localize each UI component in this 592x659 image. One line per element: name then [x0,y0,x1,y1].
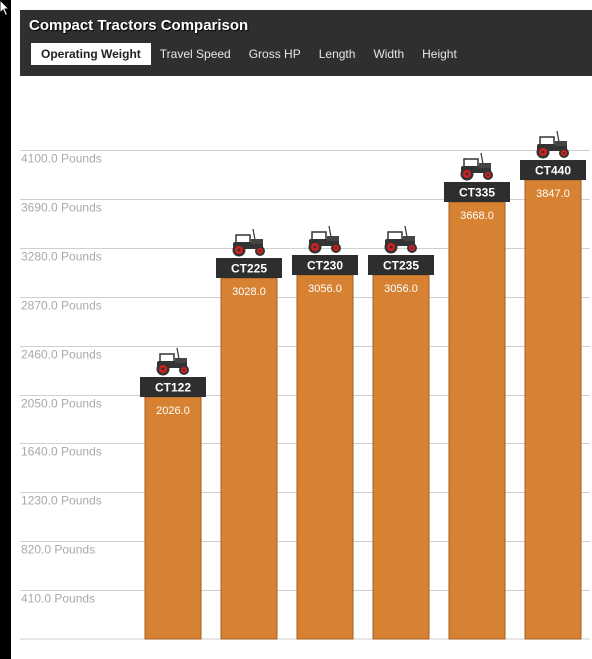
category-label-box [216,258,282,278]
category-label-box [140,377,206,397]
y-tick-label: 3690.0 Pounds [21,201,102,215]
tab-travel-speed[interactable]: Travel Speed [159,47,231,61]
y-tick-label: 2460.0 Pounds [21,348,102,362]
tab-height[interactable]: Height [422,47,457,61]
data-label: 3668.0 [460,210,494,222]
tab-length[interactable]: Length [318,47,356,61]
data-label: 3056.0 [308,283,342,295]
mouse-cursor-icon [0,0,11,16]
y-tick-label: 1640.0 Pounds [21,445,102,459]
bar-group-ct230: CT230 3056.0 [292,225,358,640]
category-label-box [292,255,358,275]
bar [448,201,506,640]
y-tick-label: 2870.0 Pounds [21,299,102,313]
y-tick-label: 2050.0 Pounds [21,397,102,411]
category-label: CT335 [459,186,495,200]
tractor-icon [231,228,266,258]
bar-group-ct122: CT122 2026.0 [140,347,206,640]
bar-group-ct225: CT225 3028.0 [216,228,282,640]
y-tick-label: 1230.0 Pounds [21,494,102,508]
bar [524,179,582,640]
tractor-icon [155,347,190,377]
tractor-icon [535,130,570,160]
chart-title: Compact Tractors Comparison [29,17,249,34]
bar-group-ct440: CT440 3847.0 [520,130,586,640]
y-tick-label: 820.0 Pounds [21,543,95,557]
category-label: CT122 [155,381,191,395]
data-label: 2026.0 [156,405,190,417]
category-label: CT225 [231,262,267,276]
bar [296,274,354,640]
category-label-box [520,160,586,180]
tab-width[interactable]: Width [373,47,405,61]
category-label: CT230 [307,259,343,273]
metric-tabs: Operating Weight Travel Speed Gross HP Leng… [31,43,466,65]
tractor-icon [383,225,418,255]
category-label-box [444,182,510,202]
data-label: 3847.0 [536,188,570,200]
data-label: 3056.0 [384,283,418,295]
bar-group-ct335: CT335 3668.0 [444,152,510,640]
bar [220,277,278,640]
window-edge [0,0,11,659]
y-tick-label: 3280.0 Pounds [21,250,102,264]
y-tick-label: 410.0 Pounds [21,592,95,606]
tab-gross-hp[interactable]: Gross HP [248,47,301,61]
chart-header: Compact Tractors Comparison Operating We… [20,10,592,76]
data-label: 3028.0 [232,286,266,298]
bar-group-ct235: CT235 3056.0 [368,225,434,640]
bar [372,274,430,640]
tab-operating-weight[interactable]: Operating Weight [31,43,151,65]
y-tick-label: 4100.0 Pounds [21,152,102,166]
category-label-box [368,255,434,275]
bar [144,396,202,640]
category-label: CT440 [535,164,571,178]
category-label: CT235 [383,259,419,273]
tractor-icon [459,152,494,182]
tractor-icon [307,225,342,255]
